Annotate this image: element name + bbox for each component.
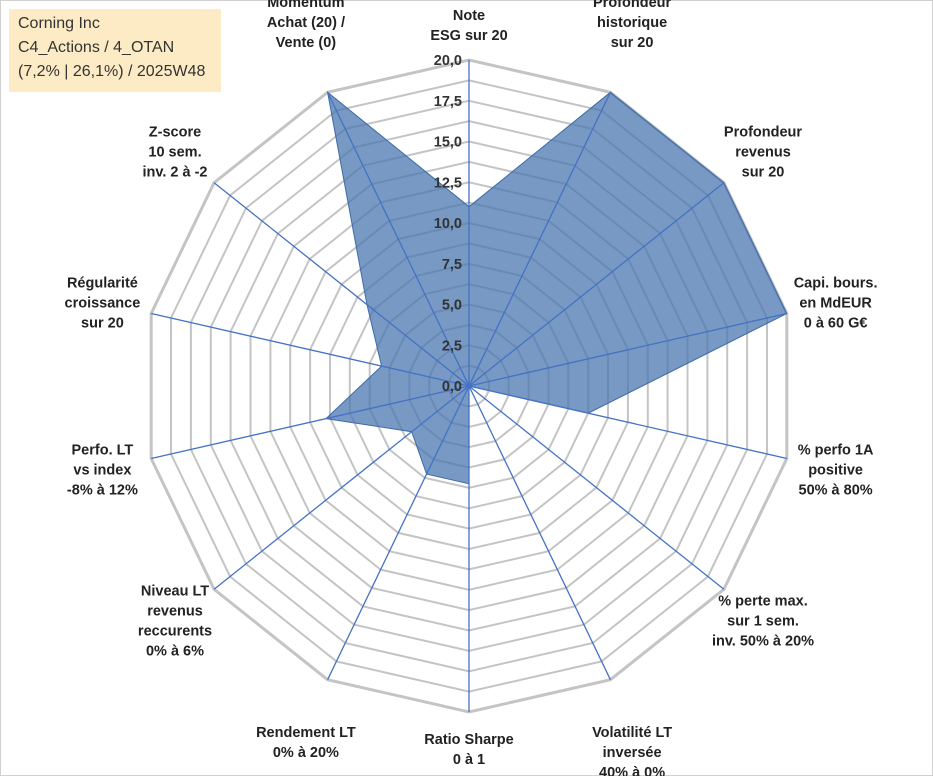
axis-label-line: Momentum <box>267 0 344 11</box>
axis-label: Ratio Sharpe 0 à 1 <box>424 732 513 768</box>
axis-label-line: 0% à 6% <box>146 643 204 659</box>
axis-label-line: Achat (20) / <box>267 15 345 31</box>
axis-label-line: sur 20 <box>81 315 124 331</box>
axis-label-line: Niveau LT <box>141 583 209 599</box>
axis-label-line: positive <box>808 463 863 479</box>
r-tick-label: 2,5 <box>442 338 462 354</box>
axis-label-line: Note <box>453 8 485 24</box>
axis-label-line: vs index <box>73 463 131 479</box>
axis-label-line: sur 20 <box>742 165 785 181</box>
axis-spoke <box>468 385 787 460</box>
axis-spoke <box>468 182 725 387</box>
axis-spoke <box>468 385 611 680</box>
axis-label-line: Profondeur <box>724 125 802 141</box>
axis-label-line: -8% à 12% <box>67 483 138 499</box>
axis-spoke <box>468 312 787 387</box>
axis-label: Volatilité LT inversée 40% à 0% <box>592 725 672 776</box>
axis-label: Z-score 10 sem. inv. 2 à -2 <box>142 125 207 181</box>
axis-label-line: sur 20 <box>611 35 654 51</box>
r-tick-label: 12,5 <box>434 175 462 191</box>
tick-layer: 0,0 2,5 5,0 7,5 10,0 12,5 15,0 17,5 20,0 <box>434 53 462 395</box>
axis-label: Rendement LT 0% à 20% <box>256 725 356 761</box>
axis-label: Profondeur revenus sur 20 <box>724 125 802 181</box>
axis-label: Profondeur historique sur 20 <box>593 0 671 51</box>
axis-label-layer: Note ESG sur 20 Profondeur historique sur 20… <box>65 0 878 776</box>
axis-label-line: revenus <box>147 603 203 619</box>
axis-label-line: 0% à 20% <box>273 745 339 761</box>
r-tick-label: 7,5 <box>442 257 462 273</box>
axis-spoke <box>151 312 470 387</box>
axis-label-line: Profondeur <box>593 0 671 11</box>
category-label: C4_Actions / 4_OTAN <box>18 39 175 56</box>
axis-label: Perfo. LT vs index -8% à 12% <box>67 443 138 499</box>
axis-label-line: inv. 2 à -2 <box>142 165 207 181</box>
r-tick-label: 20,0 <box>434 53 462 69</box>
axis-label-line: Z-score <box>149 125 201 141</box>
axis-label: Momentum Achat (20) / Vente (0) <box>267 0 345 51</box>
axis-spoke <box>327 92 470 387</box>
axis-label-line: Perfo. LT <box>72 443 134 459</box>
axis-label-line: reccurents <box>138 623 212 639</box>
info-box: Corning Inc C4_Actions / 4_OTAN (7,2% | … <box>9 9 221 92</box>
axis-spoke <box>468 92 611 387</box>
axis-spoke <box>327 385 470 680</box>
axis-label-line: ESG sur 20 <box>430 28 507 44</box>
axis-spoke <box>213 182 470 387</box>
axis-label-line: 50% à 80% <box>799 483 873 499</box>
axis-label-line: en MdEUR <box>799 295 872 311</box>
axis-label-line: Rendement LT <box>256 725 356 741</box>
axis-label-line: 40% à 0% <box>599 765 665 776</box>
axis-label-line: sur 1 sem. <box>727 613 799 629</box>
spoke-layer <box>151 60 787 712</box>
series-area <box>324 91 788 485</box>
axis-label-line: Régularité <box>67 275 138 291</box>
axis-label-line: Vente (0) <box>276 35 337 51</box>
r-tick-label: 0,0 <box>442 379 462 395</box>
r-tick-label: 17,5 <box>434 94 462 110</box>
axis-label-line: % perte max. <box>718 593 807 609</box>
axis-spoke <box>213 385 470 590</box>
series-layer <box>324 91 788 485</box>
axis-label: Régularité croissance sur 20 <box>65 275 141 331</box>
axis-label-line: 0 à 1 <box>453 752 485 768</box>
company-name: Corning Inc <box>18 15 100 32</box>
axis-label-line: 0 à 60 G€ <box>804 315 868 331</box>
axis-label: Capi. bours. en MdEUR 0 à 60 G€ <box>794 275 878 331</box>
axis-label: Note ESG sur 20 <box>430 8 507 44</box>
axis-label: Niveau LT revenus reccurents 0% à 6% <box>138 583 212 659</box>
axis-label-line: croissance <box>65 295 141 311</box>
axis-spoke <box>151 385 470 460</box>
axis-label-line: historique <box>597 15 667 31</box>
axis-label-line: % perfo 1A <box>798 443 874 459</box>
stats-label: (7,2% | 26,1%) / 2025W48 <box>18 63 206 80</box>
axis-label-line: inv. 50% à 20% <box>712 633 814 649</box>
axis-label-line: 10 sem. <box>148 145 201 161</box>
axis-label-line: Ratio Sharpe <box>424 732 513 748</box>
r-tick-label: 5,0 <box>442 298 462 314</box>
axis-label-line: inversée <box>603 745 662 761</box>
axis-spoke <box>468 385 725 590</box>
axis-label-line: Capi. bours. <box>794 275 878 291</box>
r-tick-label: 15,0 <box>434 135 462 151</box>
axis-label-line: revenus <box>735 145 791 161</box>
axis-label: % perte max. sur 1 sem. inv. 50% à 20% <box>712 593 814 649</box>
axis-label-line: Volatilité LT <box>592 725 672 741</box>
axis-label: % perfo 1A positive 50% à 80% <box>798 443 874 499</box>
r-tick-label: 10,0 <box>434 216 462 232</box>
